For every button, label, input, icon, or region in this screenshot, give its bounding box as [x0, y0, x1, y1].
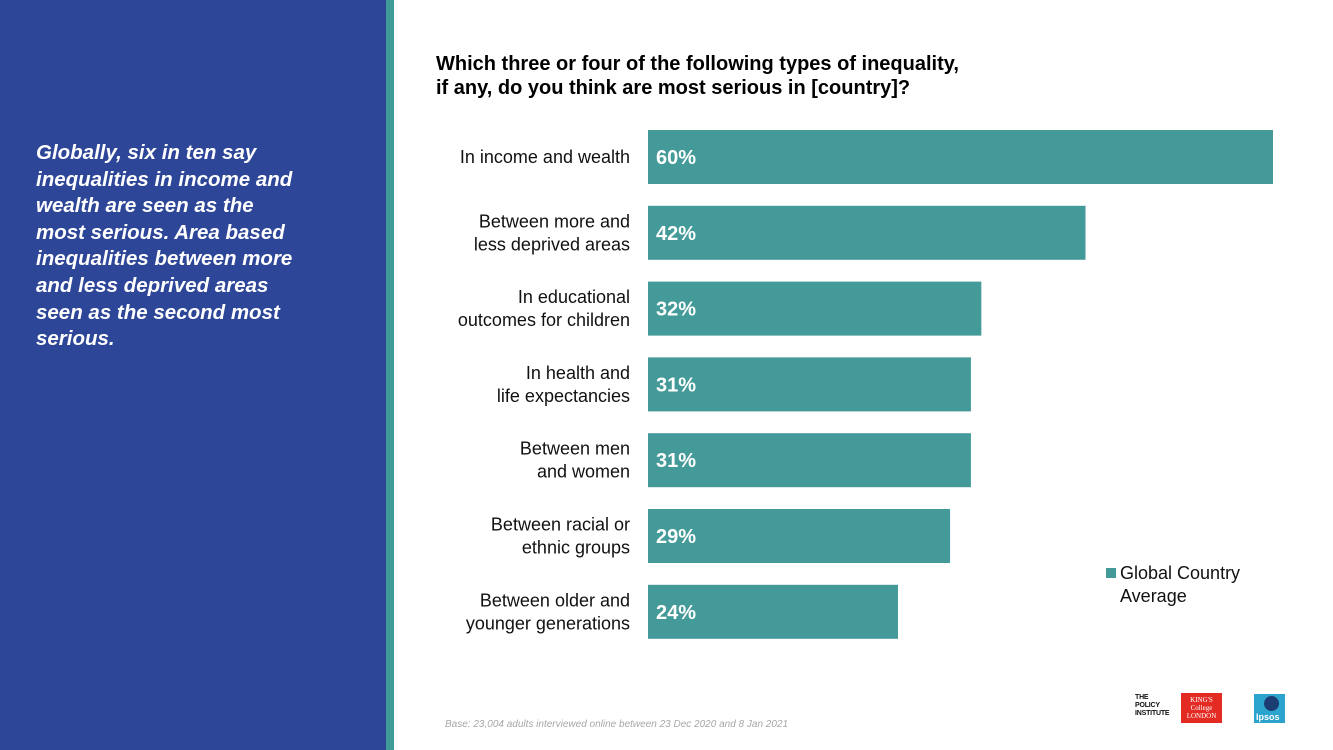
- category-label: Between men and women: [520, 439, 630, 482]
- bar-value-label: 31%: [656, 450, 696, 472]
- base-note: Base: 23,004 adults interviewed online b…: [445, 719, 789, 730]
- ipsos-logo: Ipsos: [1254, 694, 1285, 723]
- bar-3: [648, 357, 971, 412]
- chart-title: Which three or four of the following typ…: [436, 53, 959, 99]
- category-label: In health and life expectancies: [497, 363, 630, 406]
- ipsos-logo-text: Ipsos: [1256, 712, 1280, 722]
- bar-4: [648, 433, 971, 488]
- category-label: Between racial or ethnic groups: [491, 515, 630, 558]
- bar-value-label: 42%: [656, 223, 696, 245]
- bar-2: [648, 281, 982, 336]
- legend-swatch: [1106, 568, 1116, 578]
- ipsos-logo-circle: [1264, 696, 1279, 711]
- bar-5: [648, 509, 951, 563]
- legend-label: Global Country Average: [1120, 563, 1241, 606]
- category-label: In income and wealth: [460, 147, 630, 167]
- summary-text: Globally, six in ten say inequalities in…: [36, 141, 293, 351]
- left-panel: Globally, six in ten say inequalities in…: [0, 0, 386, 750]
- category-label: Between more and less deprived areas: [474, 211, 630, 254]
- bar-chart: 60% In income and wealth 42% Between more a…: [458, 130, 1273, 639]
- bar-value-label: 24%: [656, 602, 696, 624]
- legend: Global Country Average: [1106, 562, 1270, 608]
- bar-value-label: 31%: [656, 374, 696, 396]
- bar-1: [648, 205, 1086, 260]
- bar-0: [648, 130, 1273, 184]
- bar-value-label: 60%: [656, 147, 696, 169]
- category-label: In educational outcomes for children: [458, 287, 630, 330]
- category-label: Between older and younger generations: [466, 590, 630, 633]
- bar-value-label: 32%: [656, 299, 696, 321]
- kings-college-logo: KING'S College LONDON: [1181, 693, 1222, 723]
- accent-stripe: [386, 0, 394, 750]
- policy-institute-logo: THE POLICY INSTITUTE: [1135, 694, 1170, 717]
- bar-value-label: 29%: [656, 526, 696, 548]
- bar-6: [648, 584, 898, 639]
